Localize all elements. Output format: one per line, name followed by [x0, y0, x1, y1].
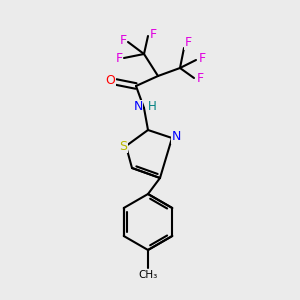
Text: F: F: [184, 37, 192, 50]
Text: F: F: [119, 34, 127, 47]
Text: F: F: [149, 28, 157, 40]
Text: F: F: [116, 52, 123, 64]
Text: S: S: [119, 140, 127, 152]
Text: H: H: [148, 100, 156, 113]
Text: O: O: [105, 74, 115, 88]
Text: CH₃: CH₃: [138, 270, 158, 280]
Text: N: N: [133, 100, 143, 113]
Text: F: F: [198, 52, 206, 65]
Text: F: F: [196, 73, 204, 85]
Text: N: N: [171, 130, 181, 143]
